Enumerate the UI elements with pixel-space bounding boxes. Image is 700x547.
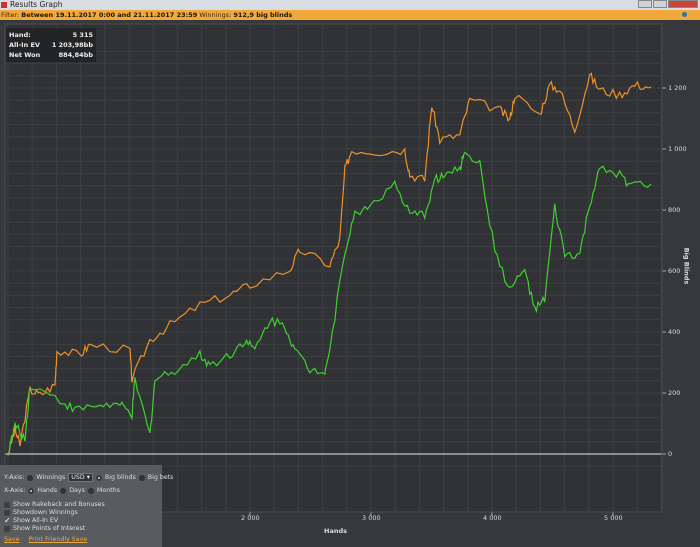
x-axis-title: Hands [324,527,347,535]
series-net-won-line [7,151,652,454]
checkbox-poi[interactable] [4,525,10,532]
x-tick-label: 3 000 [362,514,381,522]
currency-select[interactable]: USD ▾ [68,473,93,482]
print-friendly-save-link[interactable]: Print Friendly Save [28,536,88,543]
y-tick-label: 1 200 [668,84,687,92]
x-tick-label: 2 000 [241,514,260,522]
winnings-label: Winnings: [199,11,232,19]
checkbox-allin-ev[interactable]: ✓ [4,515,11,525]
plot-border [4,23,663,513]
y-tick-label: 0 [668,450,673,458]
checkbox-rakeback[interactable] [4,501,10,508]
y-tick-label: 200 [668,389,681,397]
app-icon [1,2,7,8]
filter-range: Between 19.11.2017 0:00 and 21.11.2017 2… [21,11,198,19]
stat-hand: Hand: 5 315 [9,31,93,39]
radio-hands[interactable] [28,487,35,494]
filter-bar: Filter: Between 19.11.2017 0:00 and 21.1… [0,10,700,20]
minimize-button[interactable] [638,0,652,8]
radio-months[interactable] [87,487,94,494]
y-axis-title: Big Blinds [682,247,691,285]
y-tick-label: 1 000 [668,145,687,153]
radio-winnings[interactable] [27,474,34,481]
radio-big-bets[interactable] [138,474,145,481]
series-allin-ev-line [7,72,652,456]
y-tick-label: 800 [668,206,681,214]
plot-background [5,24,662,512]
checkbox-showdown[interactable] [4,509,10,516]
maximize-button[interactable] [653,0,667,8]
x-tick-label: 5 000 [604,514,623,522]
close-button[interactable] [668,0,698,8]
y-tick-label: 400 [668,328,681,336]
title-bar: Results Graph [0,0,700,10]
x-axis-label: X-Axis: [4,487,26,494]
save-link[interactable]: Save [4,536,20,543]
radio-days[interactable] [60,487,67,494]
window-title: Results Graph [10,0,63,9]
x-tick-label: 4 000 [483,514,502,522]
y-axis-label: Y-Axis: [4,474,25,481]
filter-label: Filter: [1,11,20,19]
info-icon[interactable] [682,12,687,17]
graph-options-panel: Y-Axis: Winnings USD ▾ Big blinds Big be… [0,465,173,547]
stat-net-won: Net Won 884,84bb [9,51,93,59]
radio-big-blinds[interactable] [95,474,102,481]
hover-stats-box: Hand: 5 315 All-In EV 1 203,98bb Net Won 88… [6,28,96,62]
stat-allin-ev: All-In EV 1 203,98bb [9,41,93,49]
winnings-value: 912,9 big blinds [233,11,293,19]
y-tick-label: 600 [668,267,681,275]
